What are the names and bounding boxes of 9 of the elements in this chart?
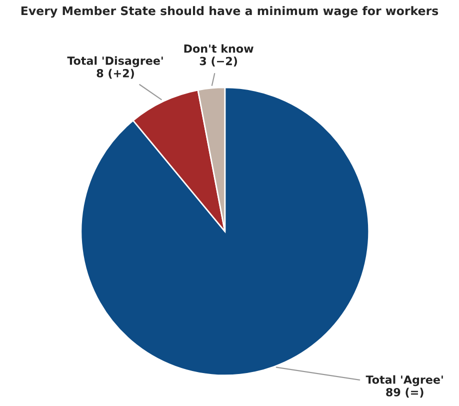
- pie-slice: [132, 89, 226, 232]
- data-label: 89 (=): [386, 388, 424, 398]
- data-label: 3 (−2): [200, 56, 238, 67]
- pie-slice: [80, 86, 370, 376]
- data-label: 8 (+2): [96, 68, 134, 79]
- slice-label: Total 'Agree': [366, 375, 443, 386]
- slice-label: Don't know: [184, 44, 254, 53]
- slice-label: Total 'Disagree': [67, 56, 163, 68]
- chart-title: Every Member State should have a minimum wage for workers: [21, 6, 438, 18]
